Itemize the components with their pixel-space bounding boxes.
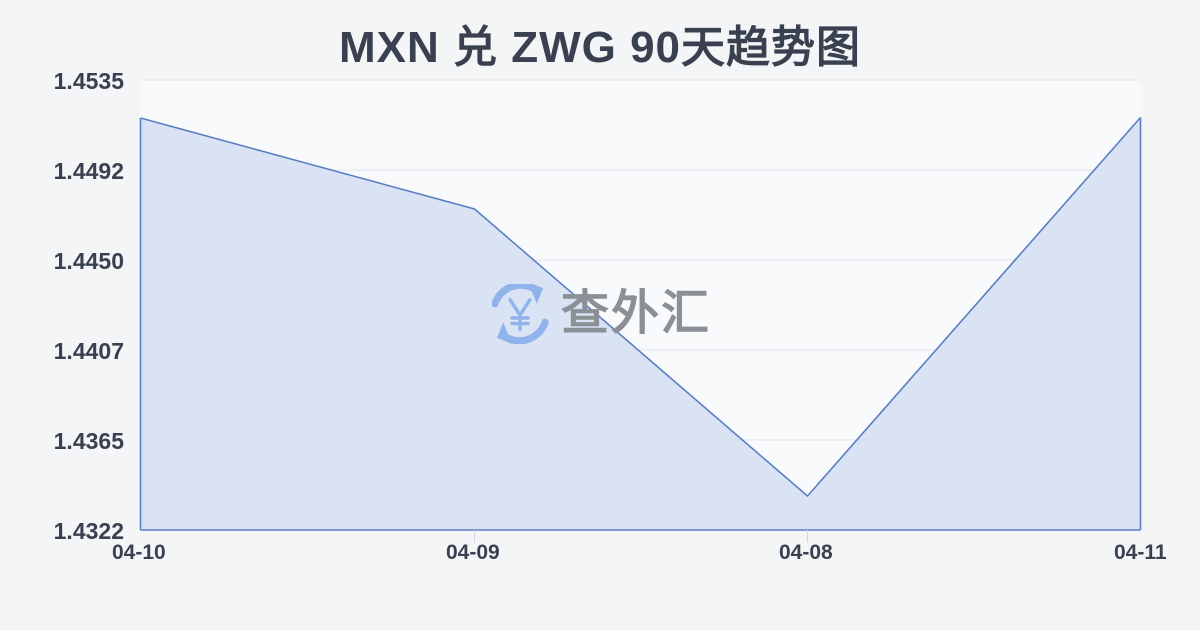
svg-text:查外汇: 查外汇 bbox=[561, 287, 711, 340]
